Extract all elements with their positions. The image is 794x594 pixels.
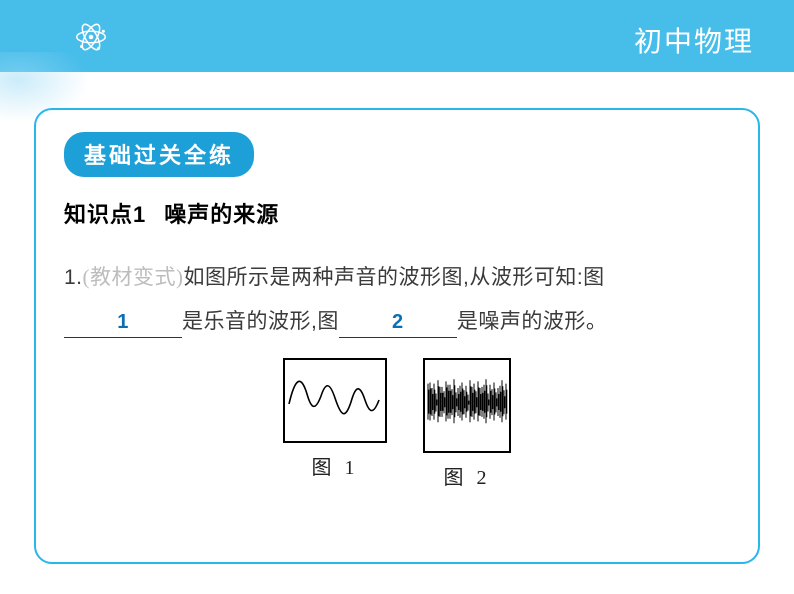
- knowledge-point: 知识点1 噪声的来源: [64, 197, 730, 229]
- question-tail: 是噪声的波形。: [457, 310, 608, 333]
- figure-2: 图 2: [423, 358, 511, 490]
- figures-row: 图 1 图 2: [64, 358, 730, 490]
- question-line1: 如图所示是两种声音的波形图,从波形可知:图: [184, 266, 605, 289]
- question-variant-tag: (教材变式): [83, 265, 184, 289]
- header-bar: 初中物理: [0, 0, 794, 72]
- header-title: 初中物理: [634, 20, 754, 60]
- section-pill: 基础过关全练: [64, 132, 254, 177]
- blank-2-answer: 2: [392, 311, 404, 333]
- figure-2-box: [423, 358, 511, 453]
- knowledge-prefix: 知识点1: [64, 202, 146, 227]
- figure-1-caption: 图 1: [283, 451, 387, 480]
- figure-1-box: [283, 358, 387, 443]
- question-number: 1.: [64, 266, 83, 289]
- figure-2-caption: 图 2: [423, 461, 511, 490]
- figure-1: 图 1: [283, 358, 387, 490]
- blank-2: 2: [339, 310, 457, 338]
- atom-icon: [72, 18, 110, 61]
- question-block: 1.(教材变式)如图所示是两种声音的波形图,从波形可知:图 1 是乐音的波形,图 2…: [64, 255, 730, 344]
- knowledge-title: 噪声的来源: [164, 202, 279, 227]
- blank-1-answer: 1: [117, 311, 129, 333]
- question-mid1: 是乐音的波形,图: [182, 310, 339, 333]
- content-frame: 基础过关全练 知识点1 噪声的来源 1.(教材变式)如图所示是两种声音的波形图,从…: [34, 108, 760, 564]
- blank-1: 1: [64, 310, 182, 338]
